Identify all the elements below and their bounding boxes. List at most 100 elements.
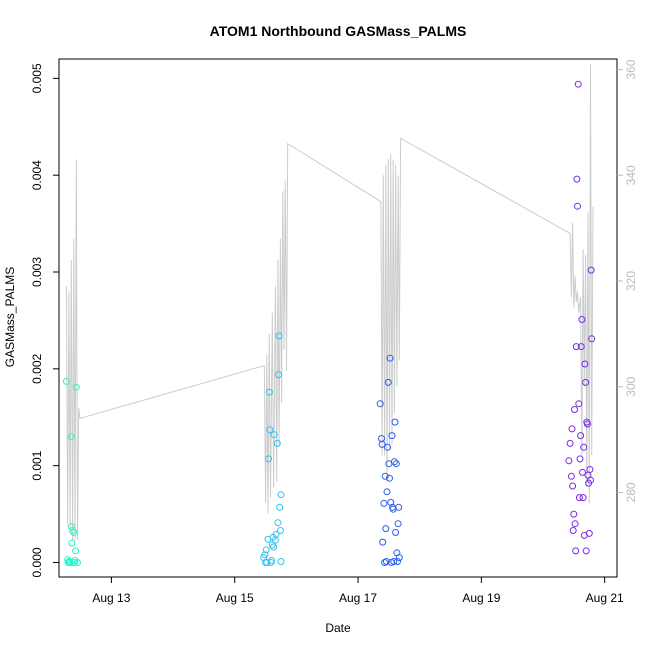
data-point	[261, 551, 269, 559]
data-point	[573, 175, 581, 183]
data-point	[392, 460, 400, 468]
data-point	[391, 418, 399, 426]
data-point	[382, 525, 390, 533]
data-point	[270, 431, 278, 439]
line-layer	[65, 64, 594, 541]
data-point	[66, 558, 73, 565]
data-point	[579, 468, 586, 476]
data-point	[577, 432, 585, 440]
points-layer	[62, 80, 596, 566]
data-point	[272, 530, 280, 538]
data-point	[386, 474, 393, 482]
data-point	[378, 440, 386, 448]
y-axis: 0.000 0.001 0.002 0.003 0.004 0.005	[30, 63, 59, 577]
data-point	[566, 439, 574, 447]
data-point	[386, 354, 394, 362]
y2-axis: 280 300 320 340 360	[617, 59, 638, 502]
data-point	[265, 388, 273, 396]
x-tick-label: Aug 17	[339, 591, 377, 605]
data-point	[579, 494, 587, 502]
data-point	[378, 435, 385, 442]
data-point	[578, 316, 586, 323]
x-axis: Aug 13 Aug 15 Aug 17 Aug 19 Aug 21	[92, 577, 624, 605]
data-point	[273, 439, 281, 447]
y-tick-label: 0.001	[30, 450, 44, 480]
y-axis-label: GASMass_PALMS	[3, 267, 17, 367]
y2-tick-label: 280	[624, 482, 638, 502]
y-tick-label: 0.005	[30, 63, 44, 93]
data-point	[395, 554, 403, 562]
data-point	[384, 378, 392, 386]
data-point	[265, 455, 273, 463]
data-point	[390, 458, 398, 466]
data-point	[70, 529, 78, 536]
data-point	[382, 558, 390, 565]
data-point	[577, 343, 585, 351]
data-point	[276, 503, 284, 511]
data-point	[275, 371, 282, 379]
y2-tick-label: 300	[624, 376, 638, 396]
data-point	[585, 529, 593, 537]
data-point	[587, 476, 594, 484]
y-tick-label: 0.000	[30, 547, 44, 577]
data-point	[587, 266, 595, 274]
y2-tick-label: 360	[624, 59, 638, 79]
x-tick-label: Aug 19	[462, 591, 500, 605]
data-point	[270, 543, 278, 551]
plot-frame	[58, 58, 618, 578]
data-point	[575, 400, 583, 408]
data-point	[274, 519, 282, 527]
data-point	[268, 557, 276, 564]
data-point	[572, 343, 580, 351]
y-tick-label: 0.002	[30, 353, 44, 383]
y2-tick-label: 320	[624, 271, 638, 291]
data-point	[581, 360, 589, 368]
data-point	[576, 455, 584, 463]
data-point	[586, 466, 594, 473]
data-point	[384, 443, 392, 451]
data-point	[394, 558, 401, 565]
data-point	[276, 527, 284, 534]
data-point	[68, 539, 76, 547]
data-point	[395, 503, 403, 511]
data-point	[572, 547, 580, 555]
data-point	[67, 433, 75, 441]
data-point	[588, 335, 596, 343]
data-point	[72, 547, 80, 555]
data-point	[392, 529, 400, 536]
data-point	[565, 457, 573, 465]
x-tick-label: Aug 21	[586, 591, 624, 605]
data-point	[583, 420, 591, 428]
data-point	[394, 520, 402, 528]
data-point	[569, 527, 577, 534]
y-tick-label: 0.004	[30, 160, 44, 190]
data-point	[277, 491, 285, 499]
data-point	[575, 494, 583, 502]
data-point	[268, 541, 276, 549]
data-point	[582, 378, 590, 386]
x-tick-label: Aug 13	[92, 591, 130, 605]
data-point	[574, 80, 582, 88]
data-point	[570, 510, 578, 518]
data-point	[262, 546, 270, 554]
data-point	[275, 332, 283, 340]
data-point	[390, 558, 398, 565]
y2-tick-label: 340	[624, 165, 638, 185]
x-axis-label: Date	[325, 621, 351, 635]
data-point	[582, 547, 590, 555]
data-point	[571, 520, 579, 528]
data-point	[571, 406, 578, 413]
x-tick-label: Aug 15	[216, 591, 254, 605]
data-point	[580, 443, 588, 451]
data-point	[381, 472, 389, 480]
data-point	[72, 383, 80, 391]
data-point	[567, 472, 575, 480]
data-point	[70, 559, 78, 566]
data-point	[388, 432, 396, 440]
data-point	[376, 400, 384, 408]
data-point	[383, 488, 391, 496]
data-point	[62, 377, 70, 385]
data-point	[379, 538, 387, 546]
data-point	[568, 425, 576, 433]
